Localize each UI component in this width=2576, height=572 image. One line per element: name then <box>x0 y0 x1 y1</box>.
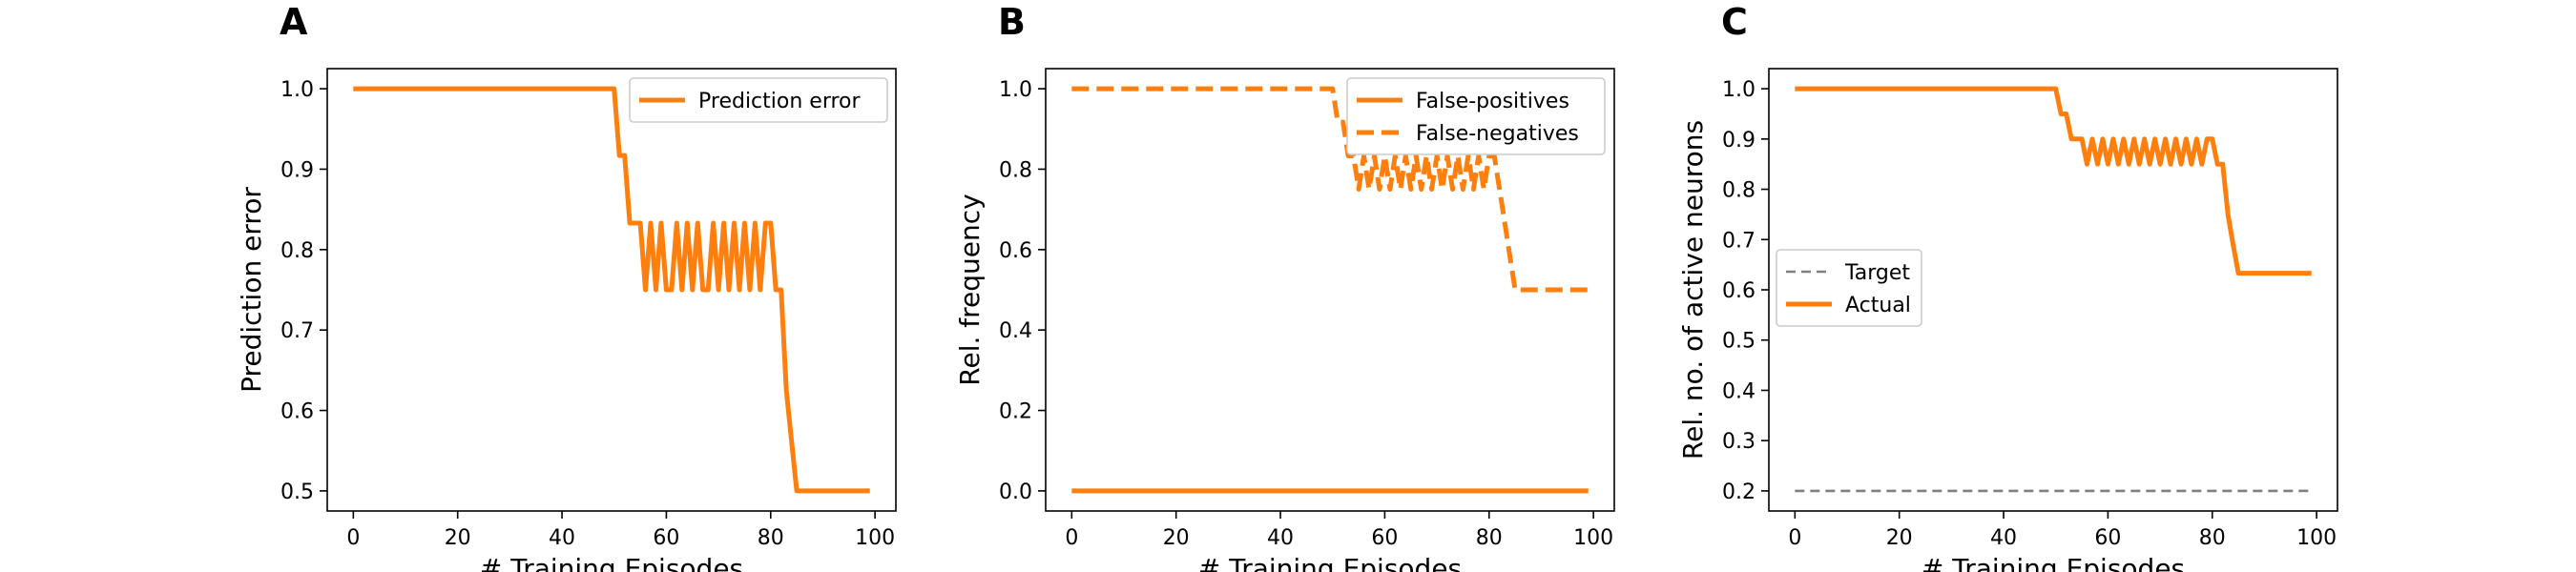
legend-frame <box>1776 249 1922 327</box>
y-tick-label: 0.7 <box>1722 229 1755 253</box>
x-tick-label: 80 <box>2199 526 2226 550</box>
panel-b-x-axis-label: # Training Episodes <box>1198 553 1462 572</box>
panel-c: C 0 20 40 60 80 100 0.2 0.3 0.4 0.5 0.6 0.7 0.8 0.9 1… <box>1677 1 2338 572</box>
series-line-false-negatives <box>1071 86 1589 293</box>
panel-c-x-ticks: 0 20 40 60 80 100 <box>1788 511 2337 550</box>
y-tick-label: 1.0 <box>1722 78 1755 102</box>
panel-b: B 0 20 40 60 80 100 0.0 0.2 0.4 0.6 0.8 1.0 Rel. f… <box>954 1 1615 572</box>
panel-b-label: B <box>998 1 1026 43</box>
x-tick-label: 40 <box>549 526 575 550</box>
y-tick-label: 0.7 <box>280 319 314 343</box>
y-tick-label: 0.9 <box>280 158 314 182</box>
y-tick-label: 0.3 <box>1722 430 1755 454</box>
y-tick-label: 0.6 <box>280 400 314 424</box>
y-tick-label: 0.6 <box>999 239 1032 263</box>
legend-label: Prediction error <box>698 90 861 113</box>
panel-a-y-ticks: 0.5 0.6 0.7 0.8 0.9 1.0 <box>280 78 327 504</box>
x-tick-label: 20 <box>445 526 471 550</box>
panel-b-legend: False-positives False-negatives <box>1346 77 1606 155</box>
panel-c-legend: Target Actual <box>1776 249 1922 327</box>
y-tick-label: 1.0 <box>280 78 314 102</box>
legend-frame <box>1346 77 1606 155</box>
panel-a-plot-area <box>326 68 897 512</box>
y-tick-label: 0.4 <box>999 319 1032 343</box>
x-tick-label: 40 <box>1267 526 1294 550</box>
legend-label: Actual <box>1845 294 1911 317</box>
x-tick-label: 0 <box>346 526 360 550</box>
panel-c-series <box>1795 86 2312 493</box>
legend-frame <box>629 77 888 123</box>
y-tick-label: 0.2 <box>1722 480 1755 504</box>
legend-label: False-negatives <box>1416 122 1579 146</box>
y-tick-label: 0.6 <box>1722 279 1755 303</box>
panel-a-x-ticks: 0 20 40 60 80 100 <box>346 511 895 550</box>
panel-c-y-axis-label: Rel. no. of active neurons <box>1677 120 1709 460</box>
x-tick-label: 60 <box>1371 526 1398 550</box>
panel-c-label: C <box>1721 1 1748 43</box>
panel-b-x-ticks: 0 20 40 60 80 100 <box>1065 511 1613 550</box>
panel-b-y-ticks: 0.0 0.2 0.4 0.6 0.8 1.0 <box>999 78 1046 504</box>
panel-a-label: A <box>280 1 308 43</box>
y-tick-label: 0.8 <box>280 239 314 263</box>
panel-a-series <box>353 86 870 494</box>
y-tick-label: 1.0 <box>999 78 1032 102</box>
panel-a-legend: Prediction error <box>629 77 888 123</box>
panel-c-x-axis-label: # Training Episodes <box>1922 553 2185 572</box>
panel-a-x-axis-label: # Training Episodes <box>480 553 743 572</box>
x-tick-label: 100 <box>855 526 895 550</box>
y-tick-label: 0.5 <box>280 480 314 504</box>
x-tick-label: 100 <box>1573 526 1613 550</box>
panel-a: A 0 20 40 60 80 100 0.5 0.6 0.7 0.8 0.9 1.0 Predic… <box>236 1 897 572</box>
x-tick-label: 60 <box>653 526 679 550</box>
x-tick-label: 80 <box>758 526 784 550</box>
legend-label: False-positives <box>1416 90 1569 113</box>
panel-b-plot-area <box>1045 68 1615 512</box>
panel-b-y-axis-label: Rel. frequency <box>954 194 986 385</box>
x-tick-label: 40 <box>1990 526 2017 550</box>
series-line-prediction-error <box>353 86 870 494</box>
y-tick-label: 0.4 <box>1722 379 1755 403</box>
x-tick-label: 60 <box>2094 526 2121 550</box>
legend-label: Target <box>1844 261 1910 285</box>
y-tick-label: 0.2 <box>999 400 1032 424</box>
x-tick-label: 100 <box>2296 526 2337 550</box>
x-tick-label: 80 <box>1476 526 1503 550</box>
y-tick-label: 0.8 <box>1722 179 1755 203</box>
y-tick-label: 0.5 <box>1722 330 1755 354</box>
series-line-actual <box>1795 86 2312 276</box>
y-tick-label: 0.8 <box>999 158 1032 182</box>
x-tick-label: 20 <box>1886 526 1913 550</box>
x-tick-label: 0 <box>1788 526 1801 550</box>
x-tick-label: 0 <box>1065 526 1078 550</box>
x-tick-label: 20 <box>1163 526 1190 550</box>
panel-c-y-ticks: 0.2 0.3 0.4 0.5 0.6 0.7 0.8 0.9 1.0 <box>1722 78 1769 504</box>
panel-a-y-axis-label: Prediction error <box>236 187 267 393</box>
y-tick-label: 0.0 <box>999 480 1032 504</box>
y-tick-label: 0.9 <box>1722 129 1755 153</box>
panel-b-series <box>1071 86 1589 494</box>
